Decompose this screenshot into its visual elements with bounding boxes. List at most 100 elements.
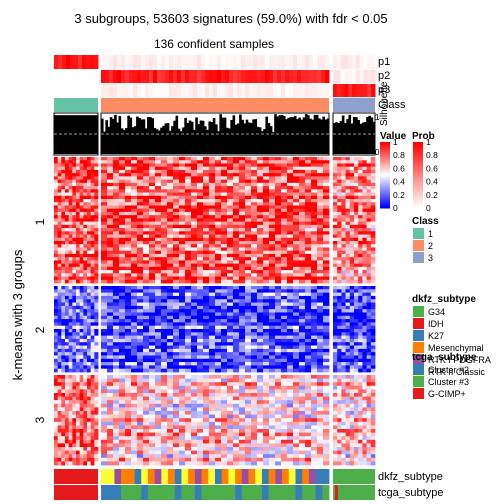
heatmap-cell [87, 195, 92, 200]
heatmap-cell [143, 237, 150, 242]
heatmap-cell [349, 250, 355, 255]
heatmap-cell [68, 312, 73, 317]
heatmap-cell [257, 345, 264, 350]
heatmap-cell [245, 358, 252, 363]
heatmap-cell [179, 315, 186, 320]
heatmap-cell [79, 286, 84, 290]
heatmap-cell [87, 250, 92, 255]
heatmap-cell [337, 329, 342, 333]
heatmap-cell [354, 228, 359, 232]
heatmap-cell [155, 411, 162, 415]
heatmap-cell [167, 276, 174, 281]
heatmap-cell [61, 253, 66, 258]
heatmap-cell [239, 358, 246, 363]
heatmap-cell [90, 192, 95, 197]
heatmap-cell [167, 173, 174, 177]
prob-cell [70, 70, 75, 83]
heatmap-cell [65, 166, 70, 171]
heatmap-cell [311, 182, 318, 187]
heatmap-cell [83, 241, 88, 245]
heatmap-cell [370, 260, 376, 265]
heatmap-cell [239, 286, 246, 290]
heatmap-cell [233, 221, 240, 226]
prob-cell [241, 70, 246, 83]
heatmap-cell [269, 403, 276, 408]
heatmap-cell [251, 241, 258, 245]
heatmap-cell [179, 228, 186, 232]
heatmap-cell [161, 211, 168, 216]
heatmap-cell [245, 241, 252, 245]
heatmap-cell [197, 253, 204, 258]
heatmap-cell [173, 375, 180, 379]
heatmap-cell [119, 221, 126, 226]
heatmap-cell [83, 439, 88, 444]
prob-cell [117, 70, 122, 83]
heatmap-cell [72, 221, 77, 226]
heatmap-cell [83, 195, 88, 200]
prob-cell [285, 84, 290, 97]
heatmap-cell [125, 244, 132, 248]
heatmap-cell [341, 199, 346, 203]
heatmap-cell [57, 202, 62, 206]
prob-cell [273, 84, 278, 97]
heatmap-cell [65, 182, 70, 187]
heatmap-cell [263, 396, 270, 401]
heatmap-cell [215, 358, 222, 363]
heatmap-cell [341, 295, 346, 300]
heatmap-cell [251, 352, 258, 356]
heatmap-cell [76, 182, 81, 187]
silhouette-bar [247, 122, 251, 154]
heatmap-cell [101, 253, 108, 258]
heatmap-cell [349, 247, 355, 252]
heatmap-cell [287, 385, 294, 390]
heatmap-cell [366, 358, 372, 363]
heatmap-cell [209, 396, 216, 401]
prob-cell [301, 70, 306, 83]
heatmap-cell [370, 253, 376, 258]
heatmap-cell [137, 221, 144, 226]
heatmap-cell [269, 329, 276, 333]
heatmap-cell [155, 368, 162, 373]
heatmap-cell [94, 382, 99, 387]
heatmap-cell [107, 179, 114, 184]
heatmap-cell [131, 289, 138, 294]
heatmap-cell [79, 400, 84, 405]
heatmap-cell [337, 335, 342, 340]
heatmap-cell [349, 305, 355, 310]
heatmap-cell [263, 295, 270, 300]
prob-cell [213, 70, 218, 83]
prob-cell [269, 55, 274, 69]
heatmap-cell [83, 425, 88, 430]
heatmap-cell [101, 338, 108, 343]
heatmap-cell [354, 208, 359, 213]
heatmap-cell [149, 247, 156, 252]
heatmap-cell [173, 335, 180, 340]
heatmap-cell [366, 260, 372, 265]
silhouette-bar [372, 121, 376, 154]
heatmap-cell [191, 157, 198, 161]
heatmap-cell [76, 403, 81, 408]
heatmap-cell [57, 182, 62, 187]
heatmap-cell [72, 279, 77, 284]
heatmap-cell [143, 302, 150, 307]
heatmap-cell [65, 436, 70, 441]
heatmap-cell [149, 309, 156, 313]
heatmap-cell [173, 295, 180, 300]
heatmap-cell [263, 289, 270, 294]
heatmap-cell [257, 205, 264, 210]
heatmap-cell [370, 241, 376, 245]
heatmap-cell [149, 224, 156, 229]
heatmap-cell [90, 454, 95, 459]
prob-cell [217, 70, 222, 83]
heatmap-cell [293, 231, 300, 235]
heatmap-cell [337, 195, 342, 200]
heatmap-cell [203, 234, 210, 239]
heatmap-cell [311, 192, 318, 197]
heatmap-cell [61, 270, 66, 274]
heatmap-cell [61, 342, 66, 346]
heatmap-cell [209, 302, 216, 307]
heatmap-cell [233, 273, 240, 277]
heatmap-cell [317, 368, 324, 373]
heatmap-cell [311, 202, 318, 206]
heatmap-cell [293, 352, 300, 356]
